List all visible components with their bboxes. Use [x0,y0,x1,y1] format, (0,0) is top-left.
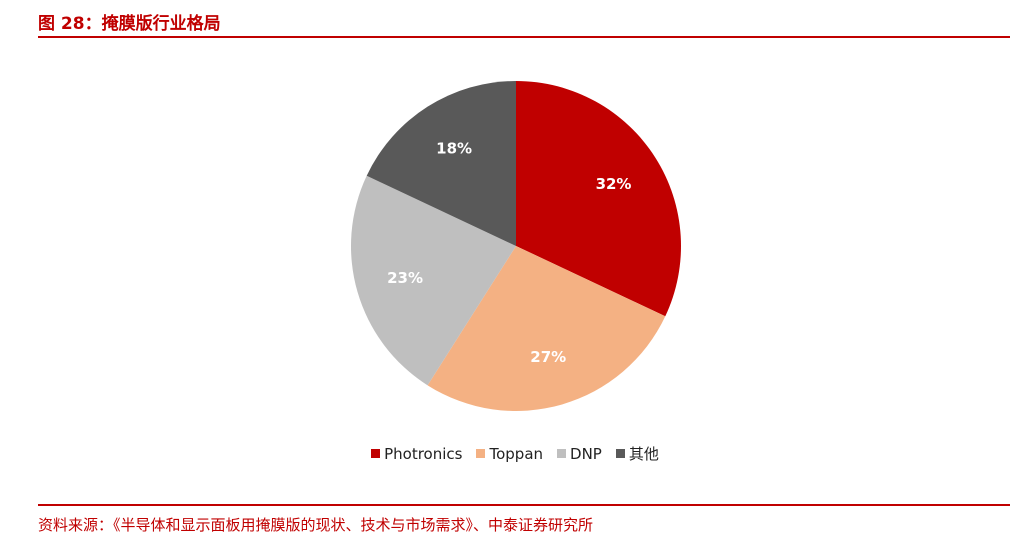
legend-label: DNP [570,444,602,463]
bottom-divider [38,504,1010,506]
pie-chart: 32% 27% 23% 18% [351,81,681,411]
legend-label: Toppan [489,444,544,463]
top-divider [38,36,1010,38]
legend-swatch [557,449,567,458]
pie-slice-photronics [516,81,681,317]
data-label-other: 18% [436,139,472,157]
source-note: 资料来源：《半导体和显示面板用掩膜版的现状、技术与市场需求》、中泰证券研究所 [38,516,594,534]
legend-item-photronics: Photronics [371,445,462,463]
legend-swatch [476,449,486,458]
legend-label: Photronics [384,444,463,463]
pie-data-labels: 32% 27% 23% 18% [387,139,631,365]
figure-title: 图 28：掩膜版行业格局 [38,14,221,34]
pie-slices [351,81,681,411]
legend-swatch [615,449,625,458]
data-label-photronics: 32% [596,175,632,193]
legend-item-toppan: Toppan [476,445,543,463]
data-label-toppan: 27% [530,348,566,366]
chart-legend: Photronics Toppan DNP 其他 [0,443,1030,464]
pie-slice-toppan [427,246,666,411]
legend-item-other: 其他 [615,443,659,464]
data-label-dnp: 23% [387,269,423,287]
legend-label: 其他 [628,445,659,463]
legend-item-dnp: DNP [557,445,602,463]
pie-slice-dnp [351,175,516,386]
legend-swatch [371,449,381,458]
pie-slice-other [366,81,516,246]
